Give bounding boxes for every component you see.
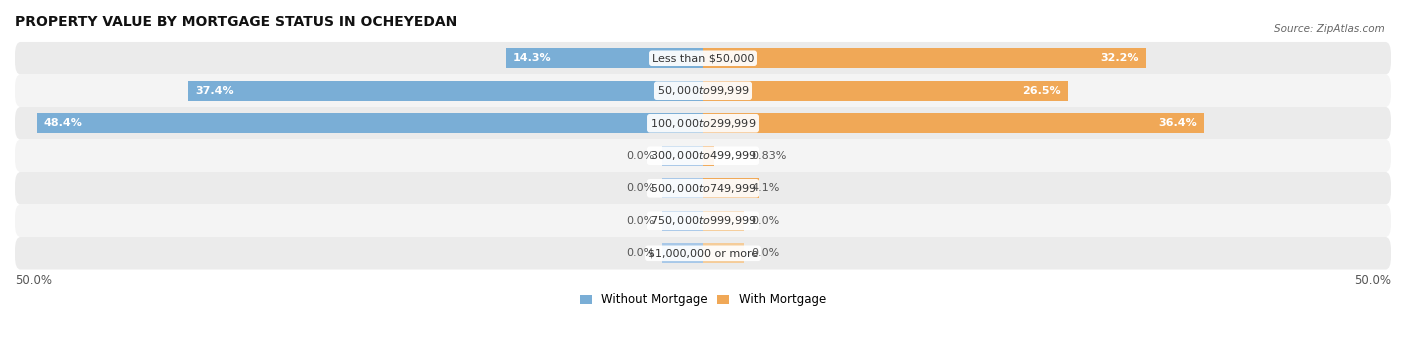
- Text: 37.4%: 37.4%: [195, 86, 233, 96]
- Bar: [188, 81, 703, 101]
- Text: 32.2%: 32.2%: [1101, 53, 1139, 63]
- Text: 0.0%: 0.0%: [627, 183, 655, 193]
- Text: Less than $50,000: Less than $50,000: [652, 53, 754, 63]
- Bar: [703, 146, 714, 166]
- Text: 50.0%: 50.0%: [15, 274, 52, 287]
- Text: $750,000 to $999,999: $750,000 to $999,999: [650, 214, 756, 227]
- Bar: [662, 146, 703, 166]
- Text: 26.5%: 26.5%: [1022, 86, 1060, 96]
- FancyBboxPatch shape: [15, 205, 1391, 237]
- Bar: [703, 211, 744, 231]
- FancyBboxPatch shape: [15, 74, 1391, 107]
- Text: 48.4%: 48.4%: [44, 118, 83, 128]
- Text: $500,000 to $749,999: $500,000 to $749,999: [650, 182, 756, 195]
- Text: $100,000 to $299,999: $100,000 to $299,999: [650, 117, 756, 130]
- Text: 4.1%: 4.1%: [751, 183, 779, 193]
- Bar: [662, 211, 703, 231]
- Legend: Without Mortgage, With Mortgage: Without Mortgage, With Mortgage: [575, 289, 831, 311]
- Text: Source: ZipAtlas.com: Source: ZipAtlas.com: [1274, 24, 1385, 34]
- FancyBboxPatch shape: [15, 42, 1391, 74]
- FancyBboxPatch shape: [15, 107, 1391, 139]
- Bar: [703, 81, 1067, 101]
- Bar: [703, 243, 744, 263]
- FancyBboxPatch shape: [15, 139, 1391, 172]
- Text: $50,000 to $99,999: $50,000 to $99,999: [657, 84, 749, 97]
- Text: 0.0%: 0.0%: [627, 248, 655, 258]
- Text: 14.3%: 14.3%: [513, 53, 551, 63]
- Text: 36.4%: 36.4%: [1159, 118, 1197, 128]
- Text: 50.0%: 50.0%: [1354, 274, 1391, 287]
- Bar: [662, 178, 703, 198]
- Text: 0.0%: 0.0%: [751, 216, 779, 226]
- Text: 0.0%: 0.0%: [751, 248, 779, 258]
- FancyBboxPatch shape: [15, 172, 1391, 205]
- Text: 0.0%: 0.0%: [627, 151, 655, 161]
- Bar: [703, 113, 1204, 133]
- Text: PROPERTY VALUE BY MORTGAGE STATUS IN OCHEYEDAN: PROPERTY VALUE BY MORTGAGE STATUS IN OCH…: [15, 15, 457, 29]
- FancyBboxPatch shape: [15, 237, 1391, 269]
- Bar: [703, 48, 1146, 68]
- Text: $300,000 to $499,999: $300,000 to $499,999: [650, 149, 756, 162]
- Text: 0.83%: 0.83%: [751, 151, 786, 161]
- Text: 0.0%: 0.0%: [627, 216, 655, 226]
- Bar: [37, 113, 703, 133]
- Bar: [662, 243, 703, 263]
- Bar: [703, 178, 759, 198]
- Text: $1,000,000 or more: $1,000,000 or more: [648, 248, 758, 258]
- Bar: [506, 48, 703, 68]
